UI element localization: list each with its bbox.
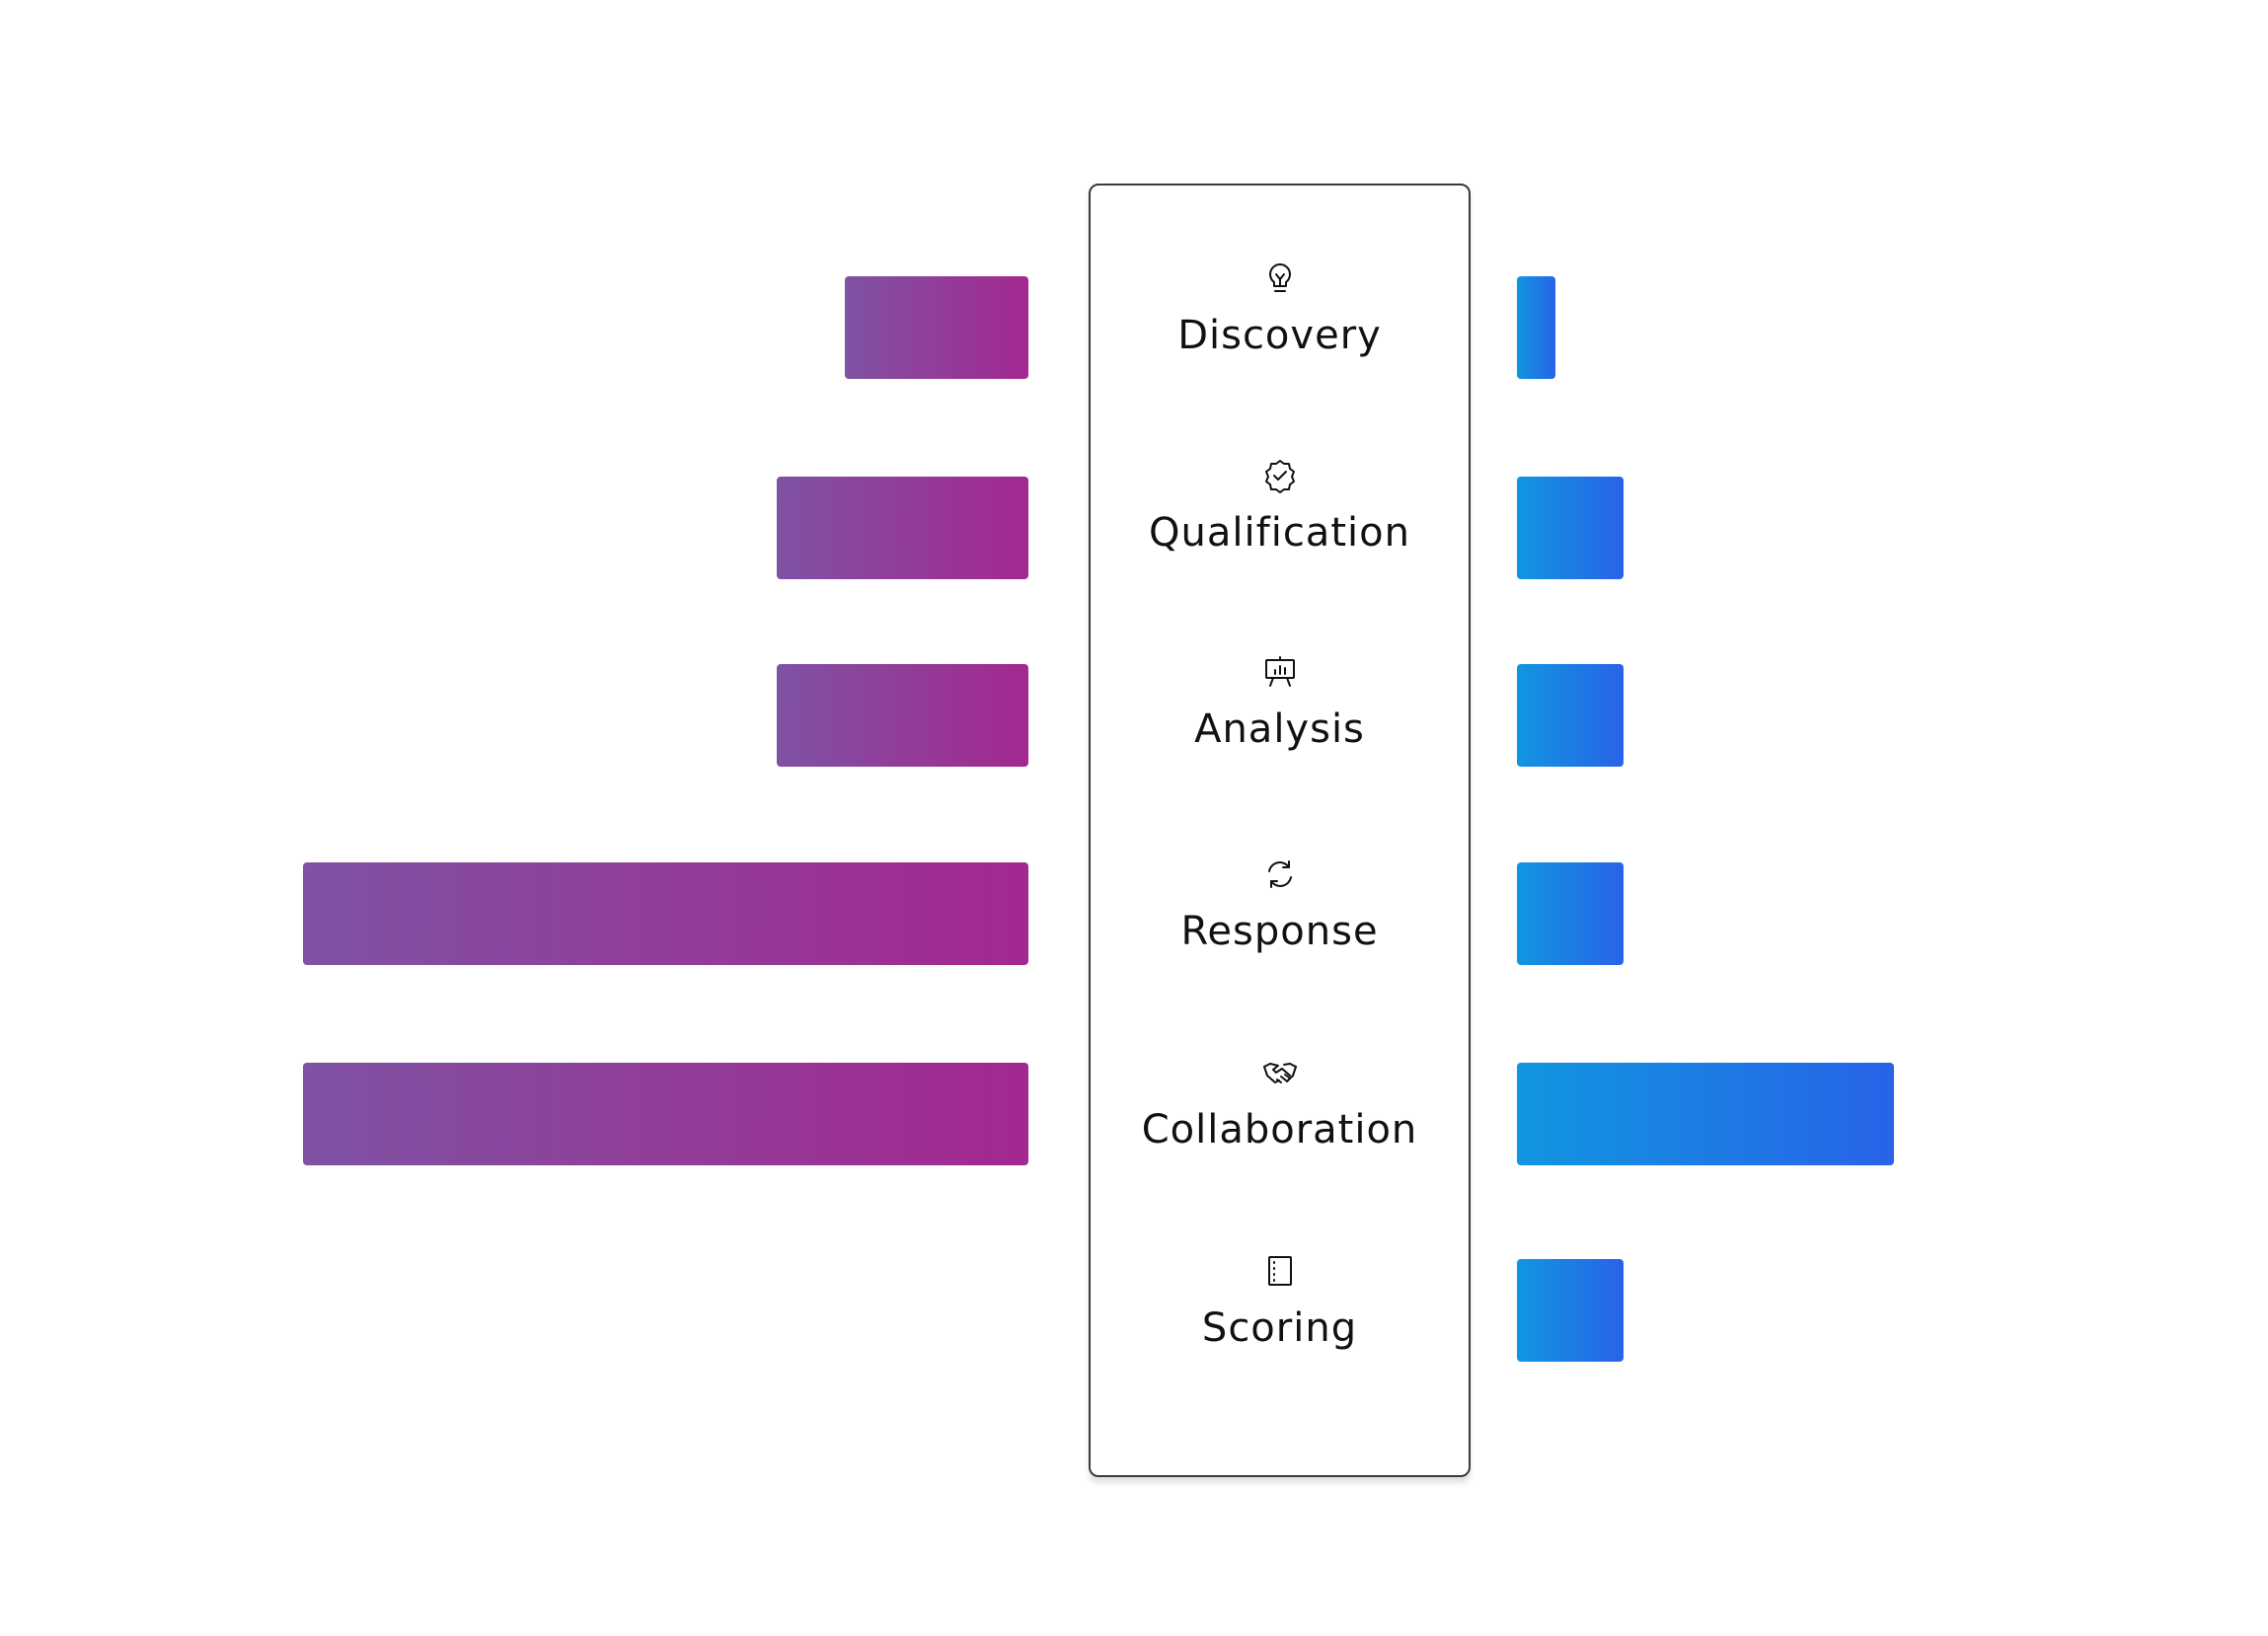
- right-bar-response: [1517, 862, 1624, 965]
- stage-discovery: Discovery: [1089, 259, 1471, 377]
- category-label: Discovery: [1177, 313, 1382, 358]
- document-icon: [1260, 1251, 1300, 1291]
- lightbulb-icon: [1260, 259, 1300, 298]
- left-bar-response: [303, 862, 1028, 965]
- category-label: Collaboration: [1141, 1107, 1418, 1153]
- handshake-icon: [1260, 1053, 1300, 1092]
- verified-badge-icon: [1260, 456, 1300, 495]
- presentation-board-icon: [1260, 652, 1300, 692]
- right-bar-qualification: [1517, 477, 1624, 579]
- stage-response: Response: [1089, 855, 1471, 973]
- stage-scoring: Scoring: [1089, 1251, 1471, 1370]
- left-bar-analysis: [777, 664, 1028, 767]
- category-label: Qualification: [1149, 510, 1410, 556]
- left-bar-collaboration: [303, 1063, 1028, 1165]
- right-bar-discovery: [1517, 276, 1555, 379]
- category-label: Analysis: [1194, 706, 1365, 752]
- right-bar-scoring: [1517, 1259, 1624, 1362]
- category-label: Response: [1180, 909, 1379, 954]
- stage-qualification: Qualification: [1089, 456, 1471, 574]
- left-bar-qualification: [777, 477, 1028, 579]
- stage-card: [1089, 184, 1471, 1477]
- right-bar-analysis: [1517, 664, 1624, 767]
- refresh-icon: [1260, 855, 1300, 894]
- category-label: Scoring: [1201, 1305, 1358, 1351]
- right-bar-collaboration: [1517, 1063, 1894, 1165]
- stage-analysis: Analysis: [1089, 652, 1471, 771]
- left-bar-discovery: [845, 276, 1028, 379]
- stage-collaboration: Collaboration: [1089, 1053, 1471, 1171]
